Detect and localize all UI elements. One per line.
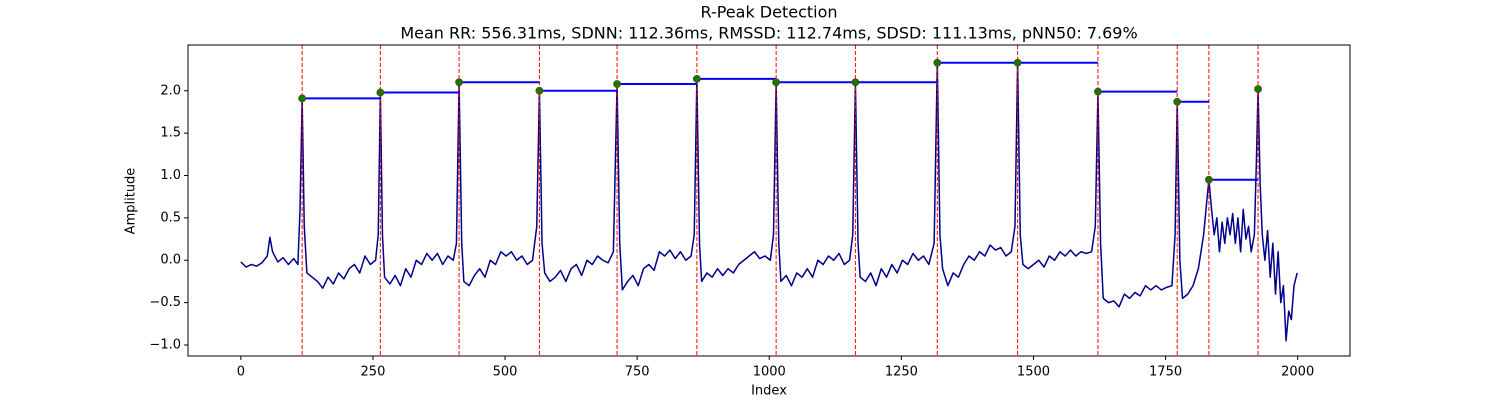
peak-point (1173, 97, 1182, 106)
y-tick-label: 2.0 (160, 83, 181, 98)
peak-point (613, 80, 621, 88)
peak-point (692, 74, 701, 83)
x-tick-label: 1500 (1017, 365, 1050, 380)
x-tick-label: 2000 (1281, 365, 1314, 380)
x-tick-label: 1000 (753, 365, 786, 380)
peak-point (1094, 87, 1102, 96)
peak-point (851, 78, 860, 87)
y-tick-label: 1.0 (160, 168, 181, 183)
peak-point (455, 78, 463, 87)
x-tick-label: 1750 (1149, 365, 1182, 380)
x-axis-label: Index (751, 384, 787, 399)
peak-point (1254, 85, 1262, 93)
chart-title: R-Peak Detection (700, 3, 837, 22)
x-tick-label: 250 (361, 365, 386, 380)
y-tick-label: 0.0 (160, 253, 181, 268)
peak-point (535, 86, 544, 95)
peak-point (933, 58, 942, 67)
y-tick-label: −0.5 (149, 295, 181, 310)
y-axis-label: Amplitude (124, 168, 139, 235)
x-tick-label: 750 (625, 365, 650, 380)
peak-point (376, 88, 385, 97)
peak-point (1205, 175, 1213, 184)
x-tick-label: 1250 (885, 365, 918, 380)
x-tick-label: 0 (237, 365, 245, 380)
y-tick-label: −1.0 (149, 337, 181, 352)
y-tick-label: 1.5 (160, 126, 181, 141)
peak-point (1013, 58, 1022, 67)
chart-subtitle: Mean RR: 556.31ms, SDNN: 112.36ms, RMSSD… (400, 24, 1137, 43)
plot-frame (187, 44, 1351, 357)
x-tick-label: 500 (493, 365, 518, 380)
signal-line (240, 62, 1298, 342)
y-tick-label: 0.5 (160, 210, 181, 225)
peak-point (772, 78, 781, 87)
peak-point (298, 94, 307, 103)
